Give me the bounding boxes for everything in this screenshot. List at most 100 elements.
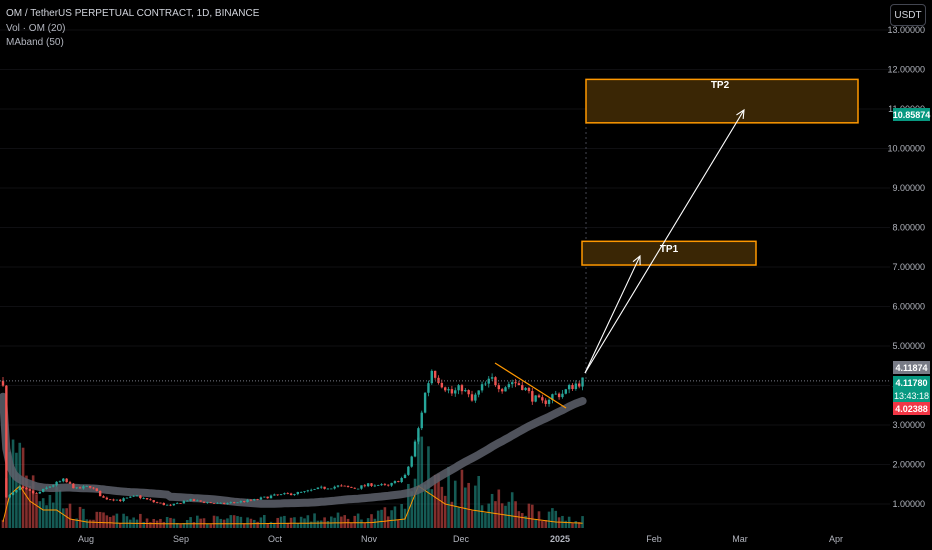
candle-body [222,502,226,504]
candle-body [192,499,196,502]
volume-bar [125,516,129,528]
candle-body [58,481,62,483]
volume-bar [88,519,92,528]
candle-body [524,387,527,390]
current-price-tag: 4.11780 [893,376,930,389]
candle-body [303,491,306,493]
target-price-tag: 10.85874 [892,108,931,121]
candle-body [28,489,31,491]
candle-body [457,385,460,391]
x-tick-label: Nov [361,534,378,544]
candle-body [547,399,551,404]
volume-bar [192,522,196,528]
candle-body [400,478,403,483]
volume-bar [467,482,470,528]
tp1-box[interactable] [581,240,757,266]
volume-bar [477,476,480,528]
candle-body [343,485,346,487]
candles [1,369,584,507]
candle-body [480,384,484,391]
candle-body [48,486,52,488]
candle-body [340,485,343,487]
candle-body [135,495,139,497]
candle-body [142,498,145,499]
candle-body [397,481,400,483]
volume-bar [531,504,534,528]
candle-body [289,493,293,496]
volume-bar [1,519,5,528]
candle-body [52,485,55,487]
volume-bar [547,511,551,528]
volume-bar [497,489,501,528]
volume-bar [155,520,159,528]
candle-body [78,487,82,489]
tp2-arrow [584,109,745,374]
candle-body [88,486,92,488]
candle-body [129,496,132,498]
candle-body [370,483,373,486]
volume-bar [410,491,413,528]
volume-bar [202,518,206,528]
candle-body [169,504,172,506]
candle-body [232,502,236,504]
volume-bar [11,439,15,528]
candle-body [65,478,68,483]
candle-body [554,393,557,395]
candle-body [119,499,122,502]
volume-bar [8,452,11,528]
candle-body [460,385,464,392]
x-tick-label: Oct [268,534,283,544]
volume-indicator-label[interactable]: Vol · OM (20) [6,23,66,34]
candle-body [172,503,176,506]
candle-body [557,393,561,398]
candle-body [139,495,142,499]
candle-body [353,487,356,489]
volume-bar [450,501,454,528]
volume-bar [534,519,537,528]
candle-body [413,441,417,457]
candle-body [377,485,380,486]
volume-bar [175,522,179,528]
candle-body [68,482,72,484]
candle-body [145,498,149,500]
tp2-label: TP2 [711,80,730,91]
volume-bar [457,507,460,528]
candle-body [85,486,88,487]
volume-bar [356,513,360,528]
candle-body [497,385,500,390]
volume-bar [507,501,511,528]
tp2-box[interactable] [585,78,859,124]
currency-button[interactable]: USDT [890,4,926,26]
volume-bar [390,510,393,528]
candle-body [323,486,326,489]
candle-body [320,486,323,488]
candle-body [541,397,544,401]
candle-body [182,500,186,504]
candle-body [109,499,112,501]
volume-bar [440,486,444,528]
volume-bar [259,517,263,528]
maband-indicator-label[interactable]: MAband (50) [6,37,64,48]
volume-bar [433,474,437,528]
candle-body [551,394,554,400]
volume-bar [380,509,383,528]
candle-body [433,370,437,378]
target-arrows [584,108,745,374]
tp1-arrow [584,255,641,374]
candle-body [326,488,330,490]
candle-body [243,501,246,502]
volume-bar [55,486,58,528]
candle-body [527,387,531,392]
candle-body [5,385,8,498]
volume-bar [65,508,68,528]
volume-bar [51,502,55,528]
candle-body [21,486,25,489]
candle-body [263,496,266,498]
candle-body [259,497,263,500]
volume-bar [283,515,286,528]
volume-bar [383,507,387,528]
candle-body [72,483,75,489]
candle-body [11,492,15,495]
candle-body [42,488,45,492]
